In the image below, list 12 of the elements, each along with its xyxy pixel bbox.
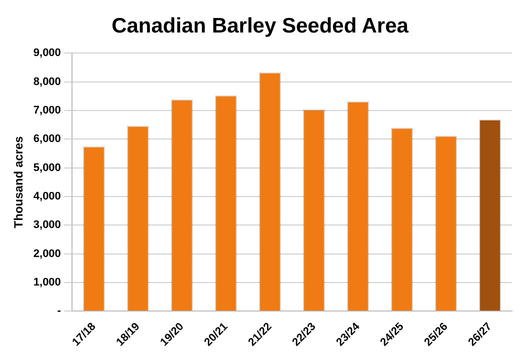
y-tick-label: 6,000 xyxy=(33,133,61,146)
y-tick-label: 4,000 xyxy=(33,190,61,203)
y-tick-label: 9,000 xyxy=(33,47,61,60)
y-tick-label: 2,000 xyxy=(33,248,61,260)
y-tick-label: 8,000 xyxy=(33,76,61,88)
y-tick-label: 5,000 xyxy=(33,162,61,174)
y-axis-title: Thousand acres xyxy=(12,136,26,228)
y-tick-label: 7,000 xyxy=(33,104,61,117)
chart-title: Canadian Barley Seeded Area xyxy=(112,14,409,38)
y-tick-label: - xyxy=(57,305,62,318)
y-tick-label: 1,000 xyxy=(33,276,61,289)
y-tick-label: 3,000 xyxy=(33,219,61,232)
